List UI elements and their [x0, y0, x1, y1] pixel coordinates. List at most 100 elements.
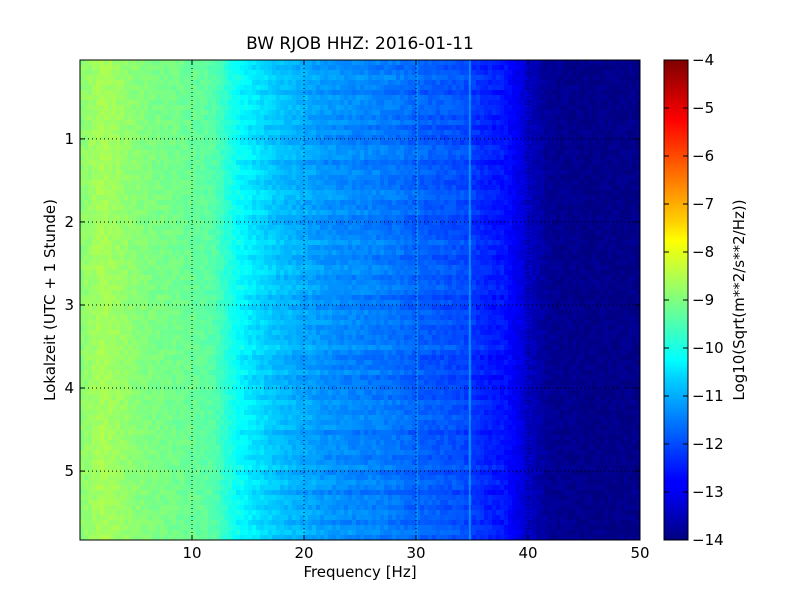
heatmap-cell	[340, 145, 345, 151]
heatmap-cell	[272, 110, 277, 116]
heatmap-cell	[596, 220, 601, 226]
heatmap-cell	[216, 170, 221, 176]
heatmap-cell	[368, 110, 373, 116]
heatmap-cell	[440, 125, 445, 131]
heatmap-cell	[136, 175, 141, 181]
heatmap-cell	[280, 65, 285, 71]
heatmap-cell	[276, 80, 281, 86]
heatmap-cell	[136, 170, 141, 176]
heatmap-cell	[144, 140, 149, 146]
heatmap-cell	[120, 155, 125, 161]
heatmap-cell	[160, 235, 165, 241]
heatmap-cell	[292, 150, 297, 156]
heatmap-cell	[404, 145, 409, 151]
heatmap-cell	[572, 135, 577, 141]
heatmap-cell	[632, 120, 637, 126]
heatmap-cell	[400, 110, 405, 116]
heatmap-cell	[532, 90, 537, 96]
heatmap-cell	[284, 185, 289, 191]
heatmap-cell	[308, 100, 313, 106]
heatmap-cell	[232, 195, 237, 201]
heatmap-cell	[236, 190, 241, 196]
heatmap-cell	[268, 150, 273, 156]
heatmap-cell	[224, 155, 229, 161]
heatmap-cell	[408, 100, 413, 106]
heatmap-cell	[572, 210, 577, 216]
heatmap-cell	[124, 210, 129, 216]
heatmap-cell	[460, 70, 465, 76]
heatmap-cell	[272, 190, 277, 196]
heatmap-cell	[248, 225, 253, 231]
heatmap-cell	[400, 120, 405, 126]
heatmap-cell	[608, 130, 613, 136]
heatmap-cell	[360, 95, 365, 101]
heatmap-cell	[580, 145, 585, 151]
heatmap-cell	[440, 60, 445, 66]
heatmap-cell	[248, 150, 253, 156]
heatmap-cell	[484, 200, 489, 206]
heatmap-cell	[240, 120, 245, 126]
heatmap-cell	[328, 120, 333, 126]
heatmap-cell	[496, 80, 501, 86]
heatmap-cell	[100, 75, 105, 81]
heatmap-cell	[368, 185, 373, 191]
heatmap-cell	[624, 185, 629, 191]
heatmap-cell	[140, 195, 145, 201]
heatmap-cell	[140, 100, 145, 106]
heatmap-cell	[600, 90, 605, 96]
heatmap-cell	[292, 205, 297, 211]
heatmap-cell	[96, 170, 101, 176]
heatmap-cell	[508, 105, 513, 111]
heatmap-cell	[348, 200, 353, 206]
heatmap-cell	[384, 205, 389, 211]
heatmap-cell	[460, 125, 465, 131]
heatmap-cell	[348, 235, 353, 241]
heatmap-cell	[272, 175, 277, 181]
heatmap-cell	[256, 210, 261, 216]
heatmap-cell	[432, 110, 437, 116]
heatmap-cell	[156, 100, 161, 106]
heatmap-cell	[568, 130, 573, 136]
heatmap-cell	[396, 145, 401, 151]
heatmap-cell	[540, 145, 545, 151]
heatmap-cell	[196, 105, 201, 111]
heatmap-cell	[280, 205, 285, 211]
heatmap-cell	[632, 140, 637, 146]
heatmap-cell	[192, 130, 197, 136]
heatmap-cell	[368, 195, 373, 201]
heatmap-cell	[592, 105, 597, 111]
heatmap-cell	[140, 80, 145, 86]
heatmap-cell	[608, 95, 613, 101]
heatmap-cell	[268, 170, 273, 176]
heatmap-cell	[124, 155, 129, 161]
heatmap-cell	[500, 100, 505, 106]
heatmap-cell	[488, 105, 493, 111]
heatmap-cell	[96, 95, 101, 101]
heatmap-cell	[316, 165, 321, 171]
heatmap-cell	[224, 215, 229, 221]
heatmap-cell	[396, 90, 401, 96]
heatmap-cell	[460, 225, 465, 231]
heatmap-cell	[544, 215, 549, 221]
heatmap-cell	[632, 95, 637, 101]
heatmap-cell	[284, 75, 289, 81]
heatmap-cell	[292, 130, 297, 136]
heatmap-cell	[164, 115, 169, 121]
heatmap-cell	[168, 215, 173, 221]
heatmap-cell	[344, 95, 349, 101]
heatmap-cell	[636, 170, 640, 176]
heatmap-cell	[592, 210, 597, 216]
heatmap-cell	[632, 75, 637, 81]
heatmap-cell	[584, 70, 589, 76]
heatmap-cell	[624, 195, 629, 201]
heatmap-cell	[364, 115, 369, 121]
heatmap-cell	[460, 220, 465, 226]
heatmap-cell	[284, 170, 289, 176]
heatmap-cell	[592, 180, 597, 186]
heatmap-cell	[636, 110, 640, 116]
heatmap-cell	[556, 215, 561, 221]
heatmap-cell	[168, 130, 173, 136]
heatmap-cell	[480, 145, 485, 151]
heatmap-cell	[204, 210, 209, 216]
heatmap-cell	[120, 140, 125, 146]
